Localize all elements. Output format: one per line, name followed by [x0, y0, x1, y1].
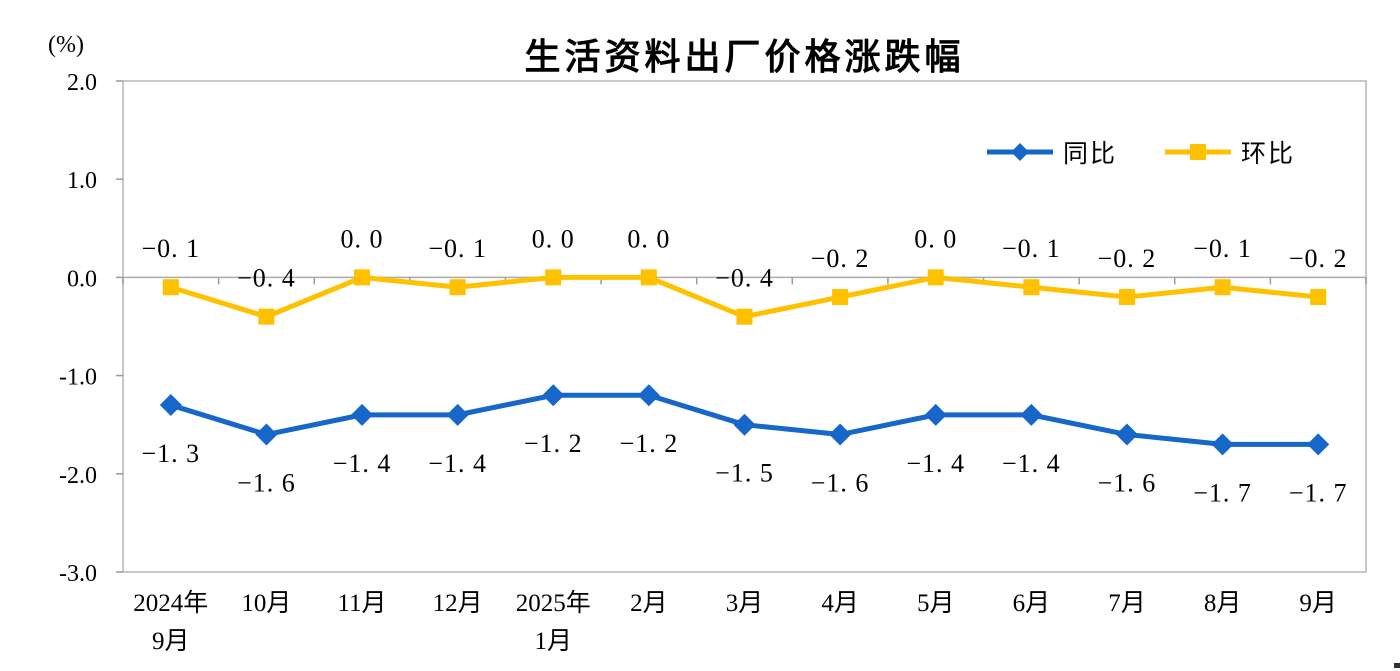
x-axis-category-label: 11月 — [337, 590, 386, 617]
y-axis-tick-label: 0.0 — [67, 266, 97, 292]
data-label: −1. 2 — [620, 429, 679, 458]
x-axis-category-label: 2025年 — [516, 589, 591, 617]
legend-item-yoy: 同比 — [985, 134, 1117, 170]
x-axis-category-label: 6月 — [1013, 590, 1051, 617]
x-axis-category-label: 7月 — [1108, 590, 1146, 617]
x-axis-category-label: 2024年 — [133, 589, 208, 617]
data-label: −0. 2 — [1098, 244, 1157, 273]
data-label: 0. 0 — [532, 224, 575, 253]
y-axis-tick-label: 2.0 — [67, 70, 97, 96]
diamond-marker-icon — [255, 423, 278, 446]
x-axis-category-label: 12月 — [433, 590, 483, 617]
data-label: −0. 4 — [715, 264, 774, 293]
y-axis-unit-label: (%) — [48, 32, 84, 58]
yoy-line-sample-icon — [987, 143, 1053, 161]
chart-legend: 同比 环比 — [985, 134, 1295, 170]
x-axis-category-label: 3月 — [726, 590, 764, 617]
square-marker-icon — [1023, 279, 1040, 296]
data-label: −1. 4 — [906, 449, 965, 478]
diamond-marker-icon — [542, 384, 565, 407]
data-label: −1. 4 — [428, 449, 487, 478]
data-label: 0. 0 — [341, 224, 384, 253]
x-axis-category-label: 8月 — [1204, 590, 1242, 617]
square-marker-icon — [640, 269, 657, 286]
data-label: −0. 1 — [141, 234, 200, 263]
square-marker-icon — [1214, 279, 1231, 296]
data-label: −1. 4 — [333, 449, 392, 478]
data-label: −1. 3 — [141, 439, 200, 468]
data-label: 0. 0 — [627, 224, 670, 253]
diamond-marker-icon — [446, 403, 469, 426]
y-axis-tick-label: -3.0 — [59, 561, 97, 587]
y-axis-tick-label: -2.0 — [59, 463, 97, 489]
square-marker-icon — [449, 279, 466, 296]
x-axis-category-label: 9月 — [152, 628, 190, 655]
square-marker-icon — [1118, 289, 1135, 306]
diamond-marker-icon — [924, 403, 947, 426]
data-label: −0. 1 — [428, 234, 487, 263]
x-axis-category-label: 4月 — [821, 590, 859, 617]
data-label: 0. 0 — [914, 224, 957, 253]
x-axis-category-label: 9月 — [1299, 590, 1337, 617]
diamond-marker-icon — [1020, 403, 1043, 426]
chart-title: 生活资料出厂价格涨跌幅 — [524, 36, 965, 77]
square-marker-icon — [162, 279, 179, 296]
square-marker-icon — [354, 269, 371, 286]
data-label: −0. 2 — [811, 244, 870, 273]
data-label: −1. 6 — [811, 469, 870, 498]
legend-label-yoy: 同比 — [1063, 140, 1118, 168]
legend-label-mom: 环比 — [1241, 140, 1296, 168]
plot-border — [122, 80, 1367, 573]
diamond-marker-icon — [1211, 433, 1234, 456]
diamond-marker-icon — [159, 394, 182, 417]
data-label: −1. 7 — [1193, 478, 1252, 507]
square-marker-icon — [927, 269, 944, 286]
y-axis-tick-label: -1.0 — [59, 365, 97, 391]
x-axis-category-label: 5月 — [917, 590, 955, 617]
data-label: −0. 1 — [1193, 234, 1252, 263]
mom-line-sample-icon — [1165, 144, 1232, 160]
data-label: −1. 6 — [237, 469, 296, 498]
square-marker-icon — [258, 308, 275, 325]
legend-item-mom: 环比 — [1163, 134, 1295, 170]
data-label: −1. 7 — [1289, 478, 1348, 507]
diamond-marker-icon — [733, 413, 756, 436]
diamond-marker-icon — [1011, 143, 1029, 161]
diamond-marker-icon — [1307, 433, 1330, 456]
data-label: −1. 4 — [1002, 449, 1061, 478]
corner-artifact — [1394, 663, 1400, 668]
diamond-marker-icon — [1115, 423, 1138, 446]
x-axis-category-label: 10月 — [241, 590, 291, 617]
diamond-marker-icon — [637, 384, 660, 407]
square-marker-icon — [832, 289, 849, 306]
square-marker-icon — [545, 269, 562, 286]
data-label: −1. 5 — [715, 459, 774, 488]
data-label: −1. 2 — [524, 429, 583, 458]
square-marker-icon — [1310, 289, 1327, 306]
x-axis-category-label: 2月 — [630, 590, 668, 617]
data-label: −0. 1 — [1002, 234, 1061, 263]
data-label: −0. 4 — [237, 264, 296, 293]
square-marker-icon — [736, 308, 753, 325]
square-marker-icon — [1190, 144, 1207, 160]
x-axis-category-label: 1月 — [535, 628, 573, 655]
data-label: −1. 6 — [1098, 469, 1157, 498]
y-axis-tick-label: 1.0 — [67, 168, 97, 194]
diamond-marker-icon — [829, 423, 852, 446]
data-label: −0. 2 — [1289, 244, 1348, 273]
diamond-marker-icon — [351, 403, 374, 426]
